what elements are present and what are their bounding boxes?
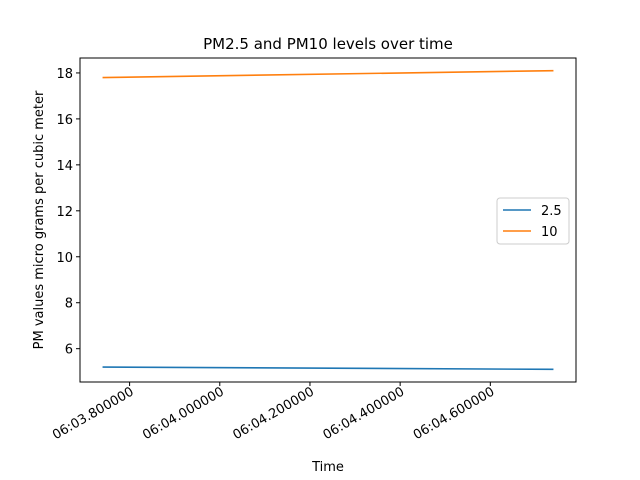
series-line-1 (102, 69, 554, 79)
y-tick-label-6: 18 (56, 67, 73, 82)
legend-label-0: 2.5 (541, 204, 562, 219)
x-tick-label-4: 06:04.600000 (411, 384, 498, 443)
x-tick-label-0: 06:03.800000 (50, 384, 137, 443)
y-tick-label-2: 10 (56, 251, 73, 266)
y-axis-label: PM values micro grams per cubic meter (32, 90, 47, 349)
x-tick-label-3: 06:04.400000 (321, 384, 408, 443)
chart-title: PM2.5 and PM10 levels over time (203, 35, 453, 53)
series-line-0 (102, 366, 554, 371)
legend: 2.510 (496, 197, 570, 245)
y-tick-label-0: 6 (65, 343, 73, 358)
y-tick-label-3: 12 (56, 205, 73, 220)
x-tick-label-1: 06:04.000000 (140, 384, 227, 443)
plot-frame (79, 57, 577, 383)
y-axis-ticks: 6 8 10 12 14 16 18 (56, 67, 80, 358)
x-axis-ticks: 06:03.800000 06:04.000000 06:04.200000 06:0… (50, 382, 497, 443)
y-tick-label-1: 8 (65, 297, 73, 312)
plot-lines (102, 69, 554, 371)
y-tick-label-4: 14 (56, 159, 73, 174)
legend-label-1: 10 (541, 225, 558, 240)
x-axis-label: Time (311, 460, 344, 475)
x-tick-label-2: 06:04.200000 (230, 384, 317, 443)
y-tick-label-5: 16 (56, 113, 73, 128)
